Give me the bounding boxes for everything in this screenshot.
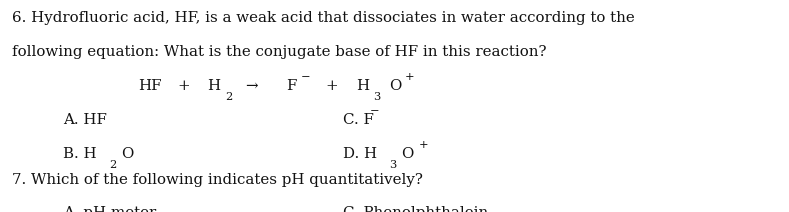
Text: +: + [326,79,338,93]
Text: →: → [245,79,258,93]
Text: +: + [405,72,414,82]
Text: +: + [419,140,428,150]
Text: C. Phenolphthalein: C. Phenolphthalein [343,206,488,212]
Text: B. H: B. H [63,147,97,161]
Text: −: − [370,106,380,116]
Text: H: H [356,79,369,93]
Text: O: O [402,147,414,161]
Text: 2: 2 [109,160,116,170]
Text: HF: HF [138,79,162,93]
Text: 7. Which of the following indicates pH quantitatively?: 7. Which of the following indicates pH q… [12,173,423,187]
Text: D. H: D. H [343,147,377,161]
Text: +: + [178,79,190,93]
Text: O: O [389,79,402,93]
Text: C. F: C. F [343,113,374,127]
Text: 6. Hydrofluoric acid, HF, is a weak acid that dissociates in water according to : 6. Hydrofluoric acid, HF, is a weak acid… [12,11,634,25]
Text: F: F [286,79,297,93]
Text: A. HF: A. HF [63,113,107,127]
Text: O: O [122,147,134,161]
Text: following equation: What is the conjugate base of HF in this reaction?: following equation: What is the conjugat… [12,45,546,59]
Text: −: − [301,72,310,82]
Text: 3: 3 [373,92,380,102]
Text: 2: 2 [225,92,232,102]
Text: 3: 3 [389,160,396,170]
Text: A. pH meter: A. pH meter [63,206,156,212]
Text: H: H [208,79,221,93]
